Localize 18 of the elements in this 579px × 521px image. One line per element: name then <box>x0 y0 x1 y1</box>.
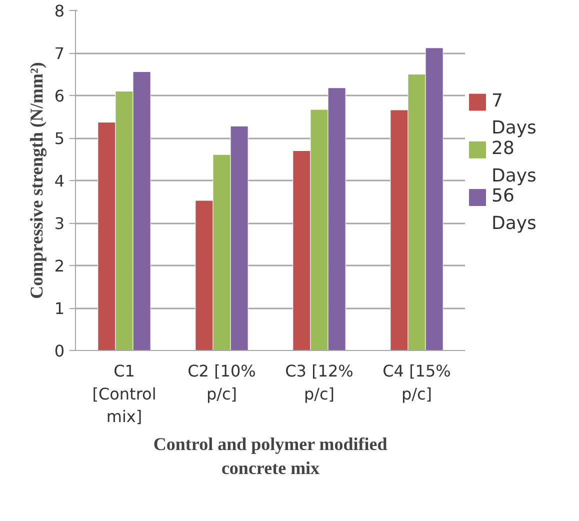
legend-label: 7 Days <box>492 90 536 139</box>
y-tick-label: 0 <box>54 342 65 360</box>
y-tick-label: 4 <box>54 172 65 190</box>
y-tick-label: 1 <box>54 299 65 318</box>
legend-label: 56 Days <box>492 186 536 234</box>
y-tick-label: 2 <box>54 256 65 276</box>
x-axis-title: Control and polymer modified concrete mix <box>153 434 388 478</box>
x-tick-label: C2 [10% p/c] <box>188 362 256 404</box>
y-tick-label: 7 <box>54 44 65 63</box>
y-tick-label: 8 <box>54 2 65 20</box>
y-tick-label: 6 <box>54 86 65 106</box>
x-tick-label: C3 [12% p/c] <box>285 362 354 404</box>
y-tick-label: 5 <box>54 129 65 148</box>
y-axis-title: Compressive strength (N/mm²) <box>26 62 46 299</box>
y-tick-label: 3 <box>54 214 65 233</box>
legend-label: 28 Days <box>492 138 536 186</box>
x-tick-label: C4 [15% p/c] <box>382 362 451 404</box>
x-tick-label: C1 [Control mix] <box>92 362 156 426</box>
